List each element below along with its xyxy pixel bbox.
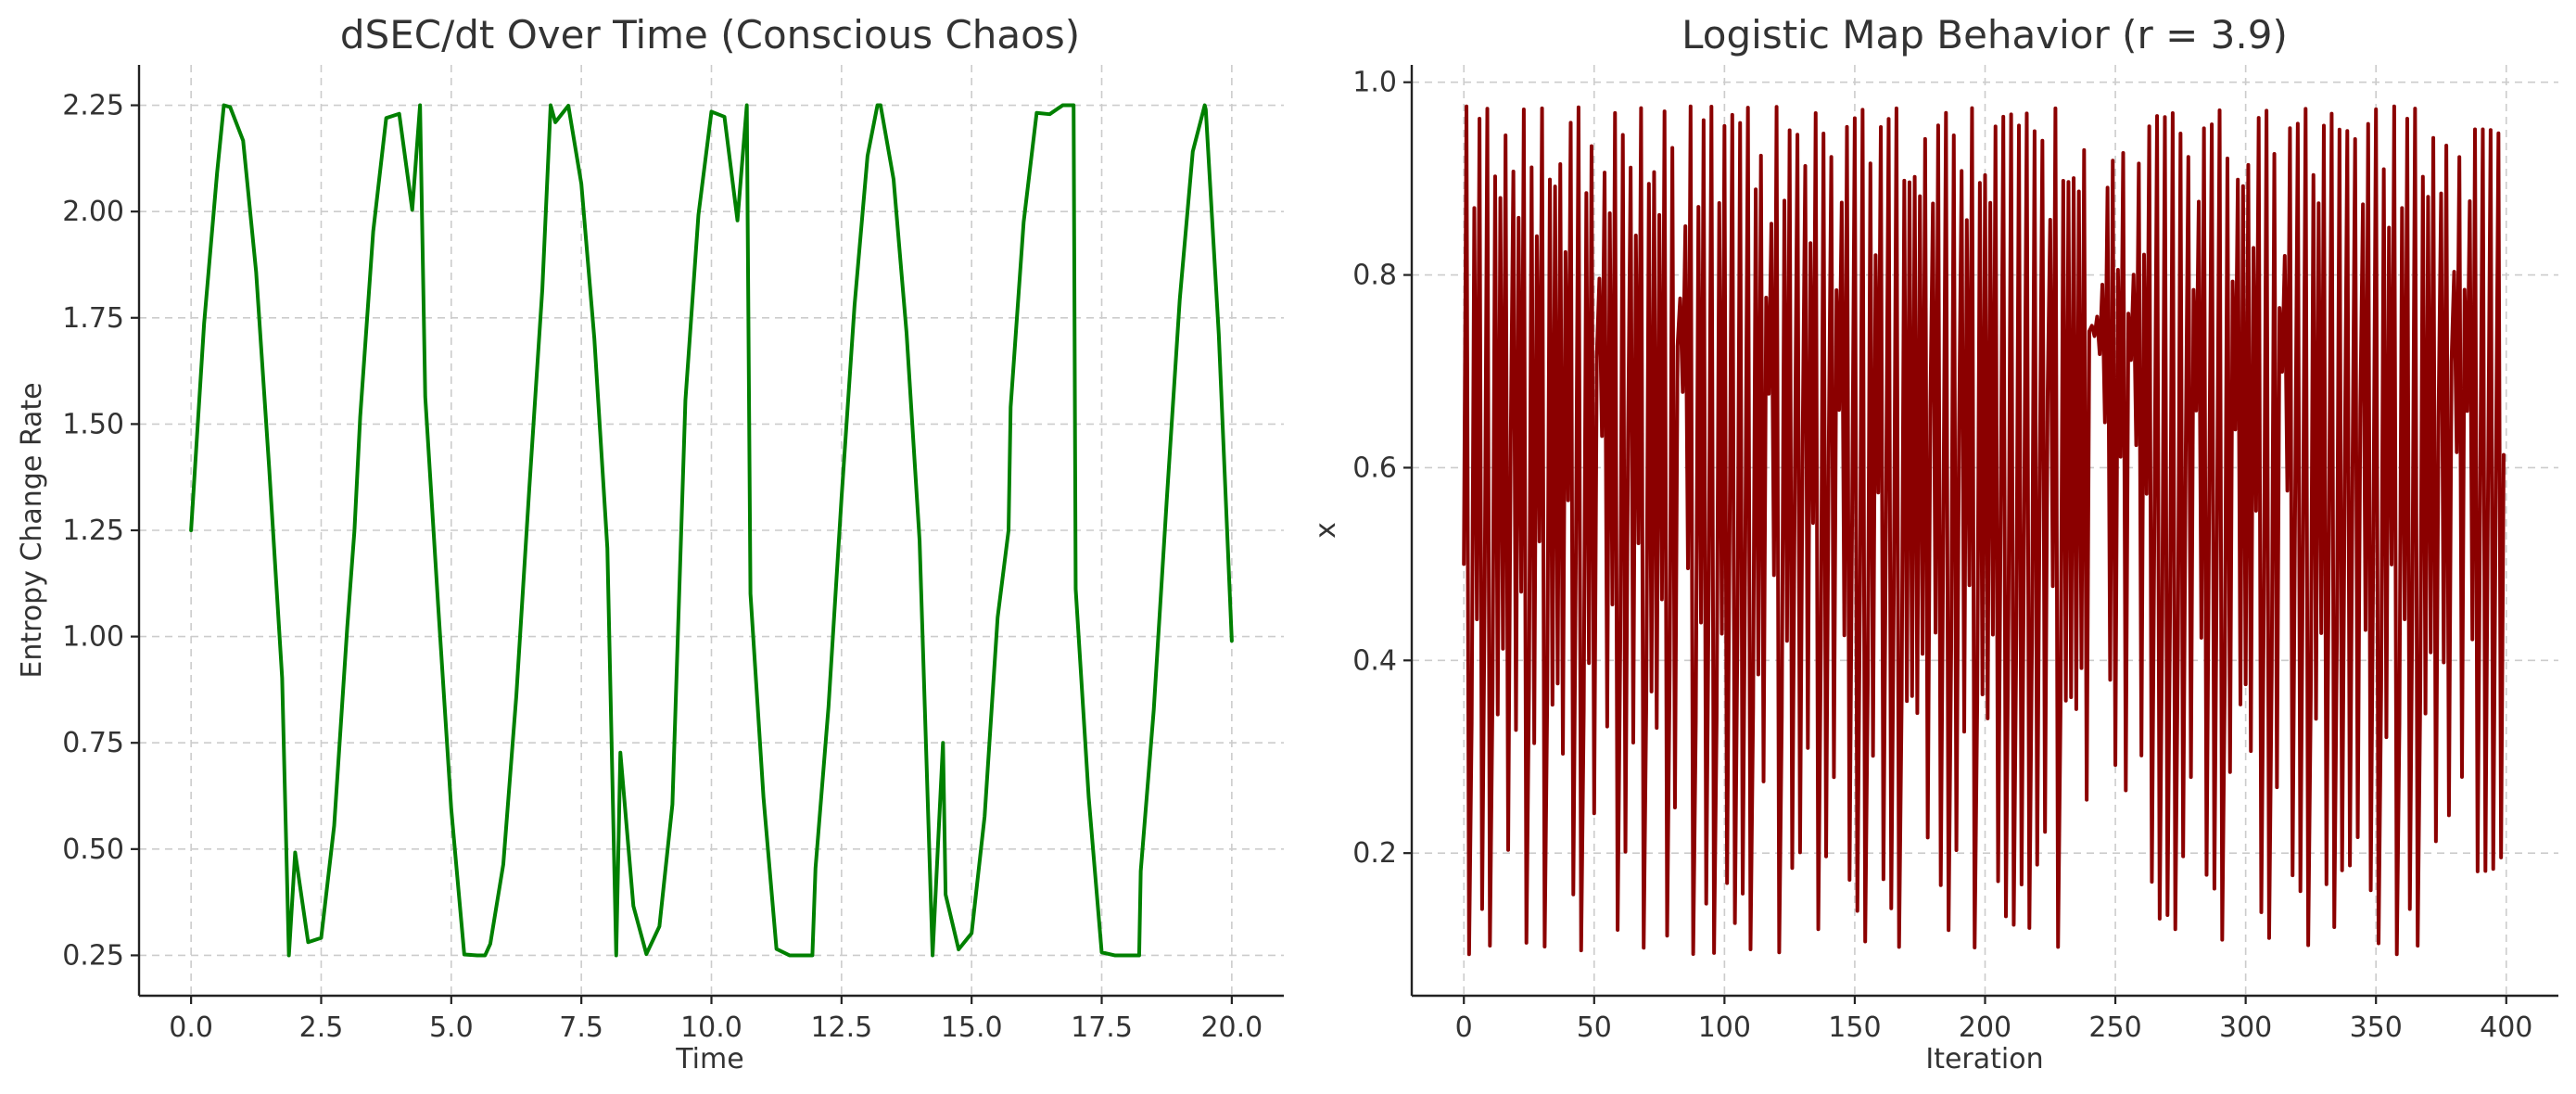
chart-title: dSEC/dt Over Time (Conscious Chaos) — [340, 12, 1080, 57]
y-tick-label: 0.6 — [1352, 452, 1397, 484]
x-tick-label: 20.0 — [1200, 1011, 1263, 1044]
x-tick-label: 0.0 — [169, 1011, 213, 1044]
x-tick-label: 50 — [1577, 1011, 1612, 1044]
y-axis-label: x — [1310, 522, 1342, 539]
x-tick-label: 150 — [1828, 1011, 1881, 1044]
x-tick-label: 17.5 — [1071, 1011, 1133, 1044]
x-tick-label: 200 — [1959, 1011, 2011, 1044]
logistic-map-line — [1462, 104, 2506, 957]
x-tick-labels: 0 50 100 150 200 250 300 350 400 — [1455, 996, 2532, 1044]
x-tick-label: 0 — [1455, 1011, 1473, 1044]
y-tick-label: 0.4 — [1352, 644, 1397, 677]
y-tick-label: 2.25 — [62, 90, 124, 122]
y-tick-label: 2.00 — [62, 196, 124, 228]
x-tick-label: 7.5 — [559, 1011, 603, 1044]
y-tick-labels: 0.2 0.4 0.6 0.8 1.0 — [1352, 67, 1412, 870]
x-axis-label: Time — [675, 1043, 743, 1075]
x-tick-labels: 0.0 2.5 5.0 7.5 10.0 12.5 15.0 17.5 20.0 — [169, 996, 1263, 1044]
x-tick-label: 15.0 — [941, 1011, 1003, 1044]
y-tick-labels: 0.25 0.50 0.75 1.00 1.25 1.50 1.75 2.00 2.25 — [62, 90, 139, 972]
y-tick-label: 0.2 — [1352, 837, 1397, 870]
y-tick-label: 1.00 — [62, 621, 124, 654]
y-tick-label: 1.25 — [62, 515, 124, 547]
x-tick-label: 400 — [2480, 1011, 2532, 1044]
y-tick-label: 1.0 — [1352, 67, 1397, 99]
entropy-rate-line — [189, 103, 1234, 958]
chart-logistic-map: Logistic Map Behavior (r = 3.9) 0 50 100 15… — [1310, 12, 2558, 1075]
x-tick-label: 100 — [1698, 1011, 1751, 1044]
x-tick-label: 350 — [2350, 1011, 2403, 1044]
y-axis-label: Entropy Change Rate — [16, 382, 48, 678]
x-tick-label: 300 — [2219, 1011, 2272, 1044]
x-tick-label: 250 — [2088, 1011, 2141, 1044]
y-tick-label: 0.75 — [62, 727, 124, 759]
x-axis-label: Iteration — [1925, 1043, 2043, 1075]
x-tick-label: 10.0 — [680, 1011, 742, 1044]
x-tick-label: 5.0 — [429, 1011, 474, 1044]
y-tick-label: 1.50 — [62, 408, 124, 440]
x-tick-label: 12.5 — [810, 1011, 872, 1044]
y-tick-label: 0.25 — [62, 939, 124, 972]
x-tick-label: 2.5 — [299, 1011, 344, 1044]
data-line-layer — [1462, 104, 2506, 957]
y-tick-label: 1.75 — [62, 302, 124, 335]
data-line-layer — [189, 103, 1234, 958]
chart-title: Logistic Map Behavior (r = 3.9) — [1681, 12, 2288, 57]
y-tick-label: 0.50 — [62, 833, 124, 866]
grid — [139, 65, 1284, 996]
chart-entropy-rate: dSEC/dt Over Time (Conscious Chaos) 0.0 2… — [16, 12, 1284, 1075]
y-tick-label: 0.8 — [1352, 260, 1397, 292]
